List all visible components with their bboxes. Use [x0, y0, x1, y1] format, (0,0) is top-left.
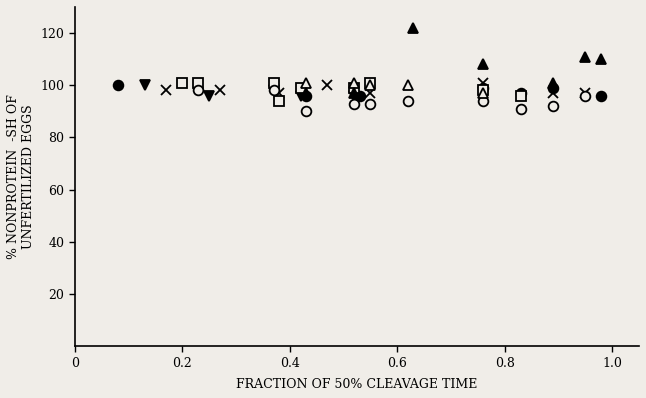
Y-axis label: % NONPROTEIN  -SH OF
UNFERTILIZED EGGS: % NONPROTEIN -SH OF UNFERTILIZED EGGS — [7, 94, 35, 259]
X-axis label: FRACTION OF 50% CLEAVAGE TIME: FRACTION OF 50% CLEAVAGE TIME — [236, 378, 477, 391]
